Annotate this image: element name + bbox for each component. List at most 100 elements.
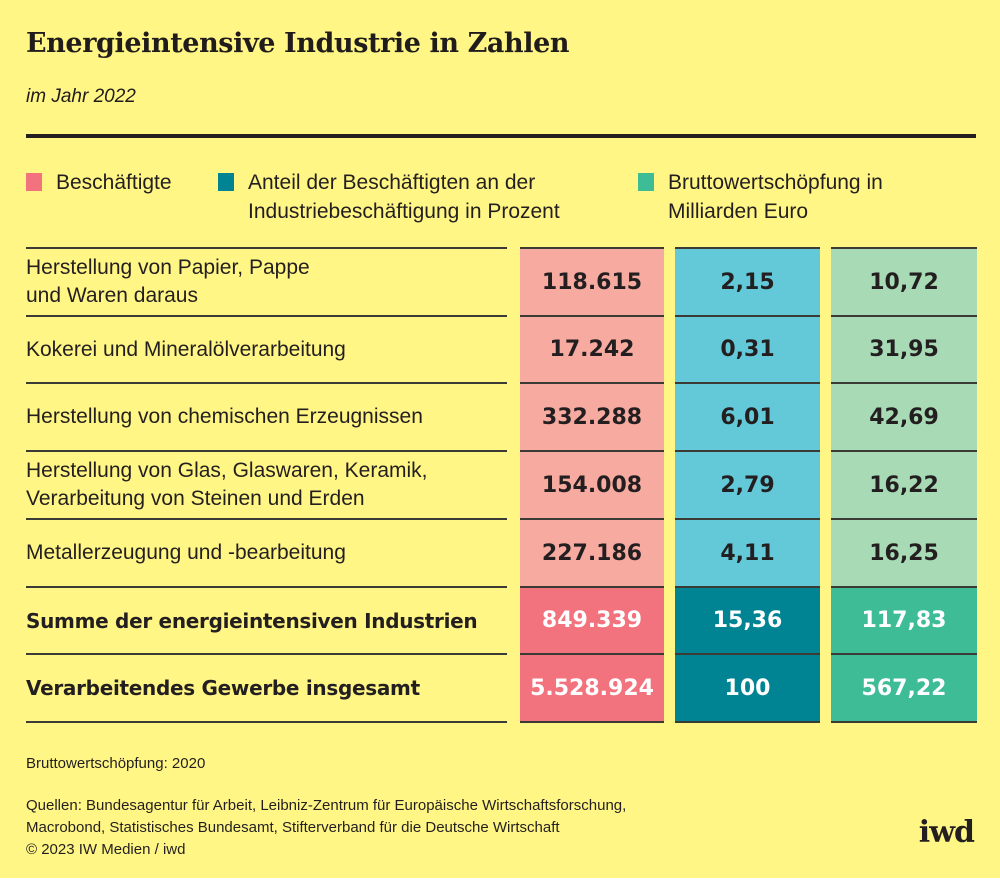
row-divider [520, 315, 664, 317]
row-divider [831, 315, 977, 317]
row-divider [831, 518, 977, 520]
row-divider [831, 382, 977, 384]
legend-swatch-share [218, 173, 234, 191]
row-divider [675, 315, 820, 317]
row-divider [675, 450, 820, 452]
row-divider [26, 518, 507, 520]
row-divider [26, 247, 507, 249]
legend-label-employees: Beschäftigte [56, 168, 172, 197]
row-label-text: Summe der energieintensiven Industrien [26, 607, 478, 635]
row-label-line: Summe der energieintensiven Industrien [26, 608, 478, 633]
row-label-line: Herstellung von chemischen Erzeugnissen [26, 405, 423, 428]
row-divider [675, 586, 820, 588]
legend-item-share: Anteil der Beschäftigten an der Industri… [218, 168, 560, 226]
value-cell: 31,95 [831, 316, 977, 383]
legend-label-line: Bruttowertschöpfung in [668, 171, 883, 194]
share-cell: 2,79 [675, 451, 820, 519]
value-cell: 567,22 [831, 654, 977, 722]
row-label-line: und Waren daraus [26, 284, 198, 307]
row-divider [520, 247, 664, 249]
chart-title: Energieintensive Industrie in Zahlen [26, 28, 570, 59]
row-label-line: Verarbeitendes Gewerbe insgesamt [26, 676, 420, 700]
row-divider [520, 721, 664, 723]
row-divider [520, 382, 664, 384]
row-label: Herstellung von Glas, Glaswaren, Keramik… [26, 451, 507, 519]
row-divider [520, 586, 664, 588]
value-cell: 16,25 [831, 519, 977, 587]
share-cell: 0,31 [675, 316, 820, 383]
employees-cell: 849.339 [520, 587, 664, 654]
value-cell: 16,22 [831, 451, 977, 519]
legend-label-line: Industriebeschäftigung in Prozent [248, 200, 560, 223]
employees-cell: 118.615 [520, 248, 664, 316]
row-divider [831, 586, 977, 588]
chart-subtitle: im Jahr 2022 [26, 86, 136, 107]
legend-label-value: Bruttowertschöpfung in Milliarden Euro [668, 168, 883, 226]
legend-item-value: Bruttowertschöpfung in Milliarden Euro [638, 168, 883, 226]
employees-cell: 17.242 [520, 316, 664, 383]
row-divider [675, 518, 820, 520]
legend-item-employees: Beschäftigte [26, 168, 172, 197]
legend-label-line: Anteil der Beschäftigten an der [248, 171, 536, 194]
share-cell: 2,15 [675, 248, 820, 316]
footnote: Bruttowertschöpfung: 2020 [26, 755, 206, 772]
share-cell: 100 [675, 654, 820, 722]
row-divider [831, 247, 977, 249]
row-divider [26, 382, 507, 384]
row-label-line: Herstellung von Glas, Glaswaren, Keramik… [26, 459, 428, 482]
row-divider [26, 586, 507, 588]
row-divider [26, 721, 507, 723]
row-label: Summe der energieintensiven Industrien [26, 587, 507, 654]
legend-swatch-value [638, 173, 654, 191]
sources-line: Quellen: Bundesagentur für Arbeit, Leibn… [26, 797, 627, 814]
row-divider [831, 721, 977, 723]
employees-cell: 5.528.924 [520, 654, 664, 722]
value-cell: 42,69 [831, 383, 977, 451]
legend-swatch-employees [26, 173, 42, 191]
row-divider [26, 653, 507, 655]
row-label-text: Kokerei und Mineralölverarbeitung [26, 336, 346, 364]
row-label: Herstellung von chemischen Erzeugnissen [26, 383, 507, 451]
row-divider [831, 653, 977, 655]
row-label-text: Herstellung von Papier, Pappe und Waren d… [26, 254, 310, 310]
row-divider [26, 315, 507, 317]
row-label-text: Herstellung von Glas, Glaswaren, Keramik… [26, 457, 428, 513]
value-cell: 117,83 [831, 587, 977, 654]
row-label: Verarbeitendes Gewerbe insgesamt [26, 654, 507, 722]
value-cell: 10,72 [831, 248, 977, 316]
row-divider [26, 450, 507, 452]
share-cell: 6,01 [675, 383, 820, 451]
legend-label-line: Beschäftigte [56, 171, 172, 194]
row-label-line: Herstellung von Papier, Pappe [26, 256, 310, 279]
row-label: Kokerei und Mineralölverarbeitung [26, 316, 507, 383]
sources: Quellen: Bundesagentur für Arbeit, Leibn… [26, 795, 626, 861]
row-label-line: Verarbeitung von Steinen und Erden [26, 487, 365, 510]
row-label-text: Metallerzeugung und -bearbeitung [26, 539, 346, 567]
row-label: Herstellung von Papier, Pappe und Waren d… [26, 248, 507, 316]
row-divider [675, 653, 820, 655]
row-divider [675, 382, 820, 384]
employees-cell: 154.008 [520, 451, 664, 519]
iwd-logo: iwd [918, 815, 975, 850]
sources-line: Macrobond, Statistisches Bundesamt, Stif… [26, 819, 560, 836]
row-divider [520, 518, 664, 520]
row-label-text: Verarbeitendes Gewerbe insgesamt [26, 674, 420, 702]
row-divider [675, 247, 820, 249]
row-divider [831, 450, 977, 452]
row-divider [520, 653, 664, 655]
share-cell: 4,11 [675, 519, 820, 587]
copyright: © 2023 IW Medien / iwd [26, 841, 186, 858]
legend-label-line: Milliarden Euro [668, 200, 809, 223]
row-label-line: Kokerei und Mineralölverarbeitung [26, 337, 346, 361]
share-cell: 15,36 [675, 587, 820, 654]
employees-cell: 227.186 [520, 519, 664, 587]
row-divider [520, 450, 664, 452]
legend-label-share: Anteil der Beschäftigten an der Industri… [248, 168, 560, 226]
row-label: Metallerzeugung und -bearbeitung [26, 519, 507, 587]
row-label-text: Herstellung von chemischen Erzeugnissen [26, 403, 423, 431]
row-label-line: Metallerzeugung und -bearbeitung [26, 541, 346, 564]
employees-cell: 332.288 [520, 383, 664, 451]
row-divider [675, 721, 820, 723]
title-divider [26, 134, 976, 138]
